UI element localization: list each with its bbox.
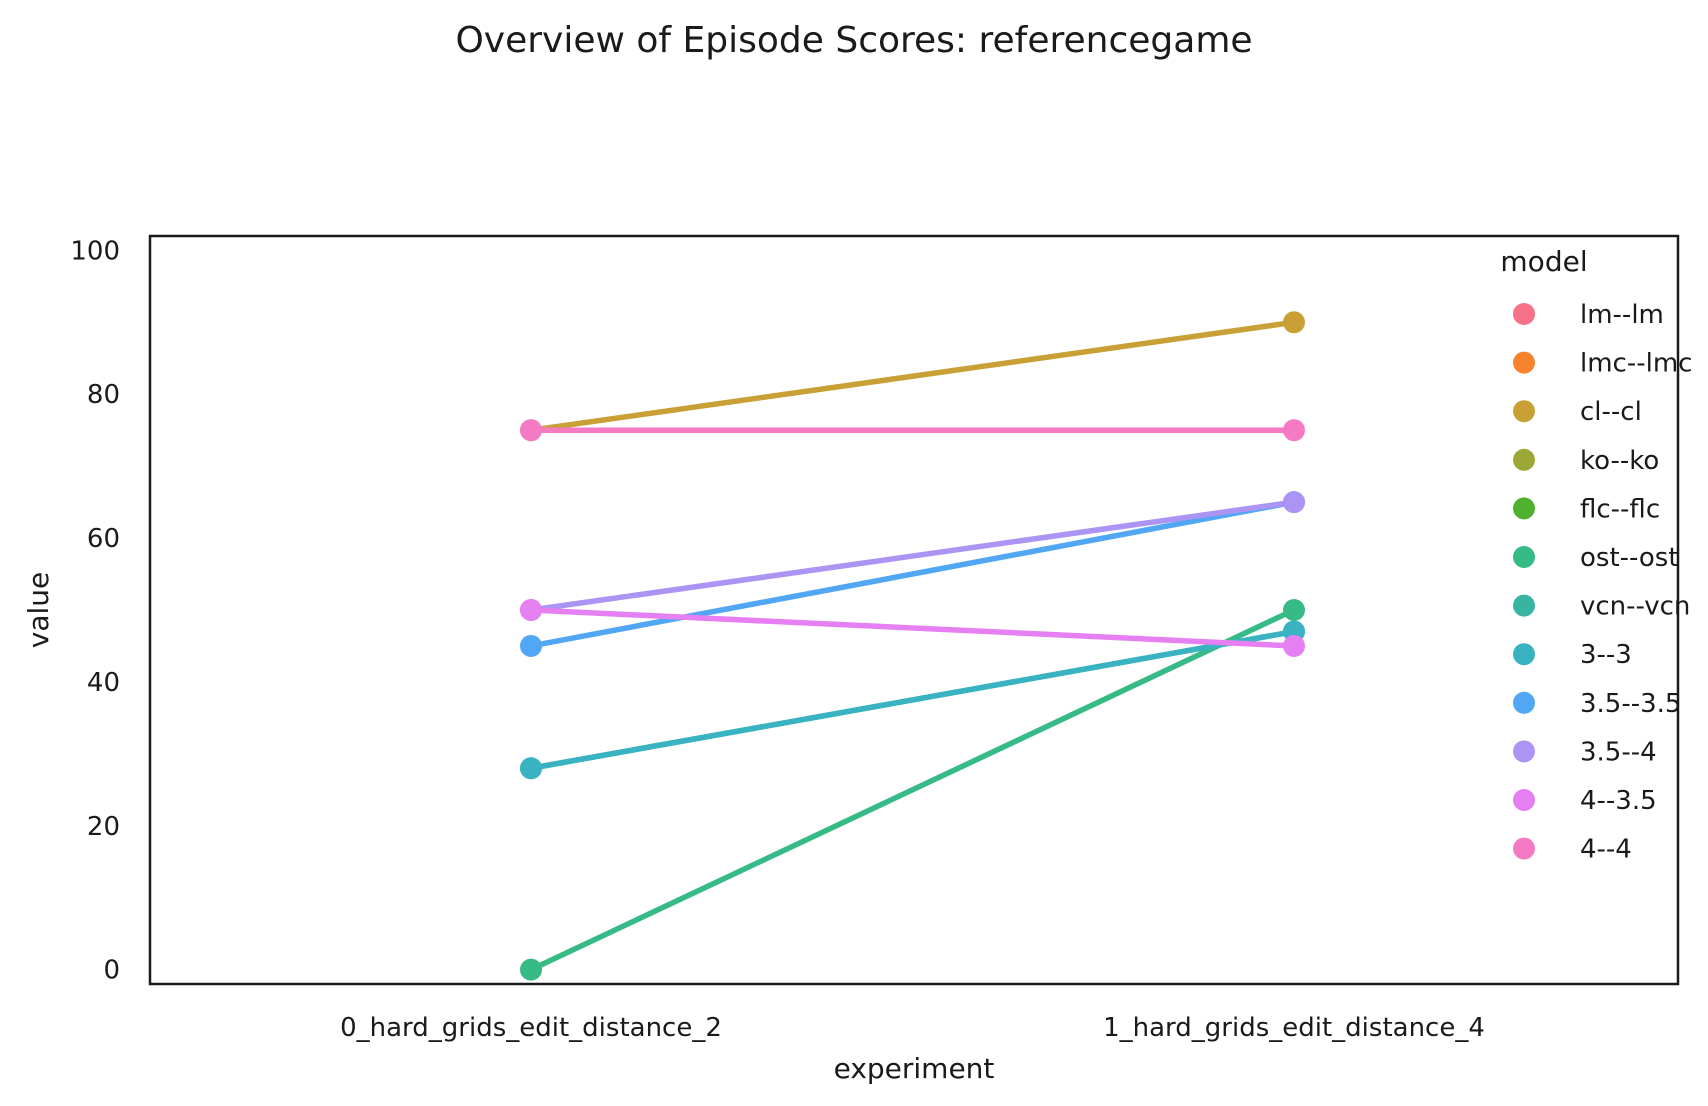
data-point <box>520 599 542 621</box>
y-tick-label: 80 <box>87 380 120 410</box>
legend-marker <box>1513 789 1535 811</box>
y-tick-label: 20 <box>87 812 120 842</box>
legend-label: lmc--lmc <box>1580 349 1692 379</box>
x-axis-label: experiment <box>834 1052 995 1085</box>
y-tick-label: 0 <box>103 956 120 986</box>
legend-label: 3--3 <box>1580 640 1632 670</box>
data-point <box>520 634 542 657</box>
legend-label: 3.5--3.5 <box>1580 689 1681 719</box>
legend-label: lm--lm <box>1580 300 1664 330</box>
data-point <box>520 958 542 981</box>
legend-label: flc--flc <box>1580 494 1660 524</box>
legend-marker <box>1513 594 1535 617</box>
legend-marker <box>1513 546 1535 568</box>
x-tick-label: 1_hard_grids_edit_distance_4 <box>1103 1013 1485 1043</box>
y-axis-ticks: 0 20 40 60 80 100 <box>70 236 120 985</box>
legend-label: cl--cl <box>1580 397 1642 427</box>
legend-marker <box>1513 303 1535 325</box>
legend-marker <box>1513 691 1535 714</box>
data-point <box>1283 491 1305 514</box>
legend-marker <box>1513 448 1535 471</box>
data-point <box>1283 419 1305 442</box>
legend-marker <box>1513 837 1535 860</box>
data-point <box>1283 634 1305 657</box>
data-point <box>520 419 542 442</box>
data-point <box>1283 311 1305 334</box>
legend-marker <box>1513 351 1535 374</box>
x-tick-label: 0_hard_grids_edit_distance_2 <box>340 1013 722 1043</box>
y-tick-label: 40 <box>87 668 120 698</box>
y-tick-label: 60 <box>87 524 120 554</box>
legend: model lm--lm lmc--lmc cl--cl ko--ko flc--flc… <box>1500 245 1692 865</box>
series-lines <box>528 319 1297 973</box>
series-line <box>528 607 1297 973</box>
legend-marker <box>1513 643 1535 666</box>
data-point <box>520 757 542 780</box>
legend-marker <box>1513 497 1535 520</box>
legend-label: 3.5--4 <box>1580 737 1657 767</box>
x-axis-ticks: 0_hard_grids_edit_distance_2 1_hard_grids… <box>340 1013 1485 1043</box>
series-line <box>528 499 1297 649</box>
y-tick-label: 100 <box>70 236 120 266</box>
legend-title: model <box>1500 245 1587 278</box>
series-line <box>528 628 1297 771</box>
plot-area-frame <box>148 234 1680 986</box>
legend-label: 4--3.5 <box>1580 786 1657 816</box>
data-point <box>1283 599 1305 621</box>
series-line <box>528 319 1297 433</box>
legend-label: vcn--vcn <box>1580 592 1690 622</box>
series-line <box>528 499 1297 613</box>
legend-label: ost--ost <box>1580 543 1679 573</box>
y-axis-label: value <box>22 572 55 648</box>
chart-title: Overview of Episode Scores: referencegam… <box>455 20 1252 61</box>
legend-marker <box>1513 400 1535 423</box>
legend-marker <box>1513 740 1535 763</box>
legend-label: 4--4 <box>1580 835 1632 865</box>
series-points <box>520 311 1305 981</box>
series-line <box>528 607 1297 649</box>
legend-label: ko--ko <box>1580 446 1659 476</box>
